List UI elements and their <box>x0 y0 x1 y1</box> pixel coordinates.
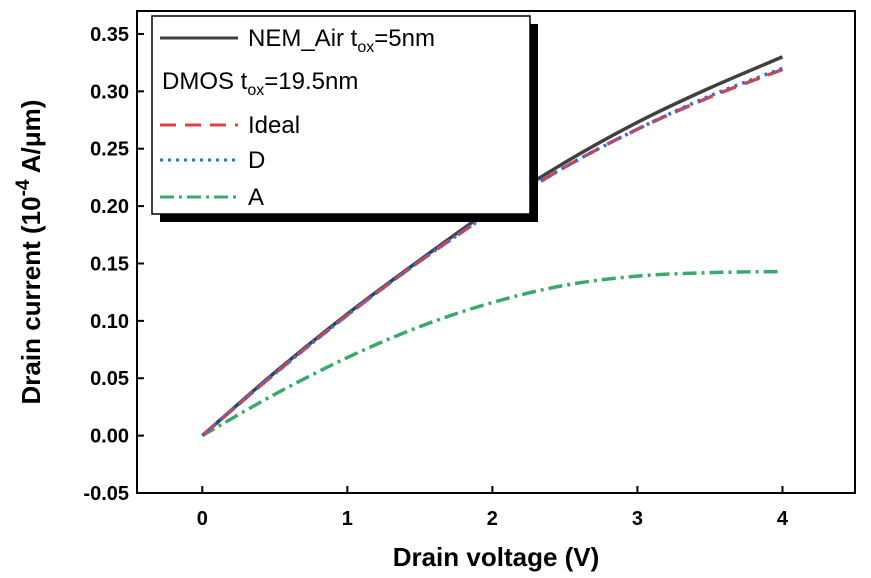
x-tick-label: 2 <box>487 508 498 530</box>
series-line-ideal <box>201 67 784 437</box>
legend-group-title-sub: ox <box>247 82 264 99</box>
y-tick-label: -0.05 <box>83 483 129 505</box>
legend-label-nem-air: NEM_Air tox=5nm <box>248 25 435 56</box>
legend-box <box>151 15 531 215</box>
legend-group-title-base: DMOS t <box>162 68 248 95</box>
legend: NEM_Air tox=5nm DMOS tox=19.5nm Ideal D … <box>151 15 538 222</box>
y-tick-label: 0.00 <box>90 426 129 448</box>
legend-entry-ideal: Ideal <box>160 112 300 139</box>
legend-entry-a: A <box>160 184 264 211</box>
legend-entry-d: D <box>160 147 265 174</box>
plot-frame <box>136 10 856 494</box>
series-line-d <box>201 66 784 437</box>
series-line-a <box>201 269 783 438</box>
legend-label-a: A <box>248 184 264 211</box>
legend-label-nem-air-rest: =5nm <box>374 25 435 52</box>
legend-entry-nem-air: NEM_Air tox=5nm <box>160 25 435 56</box>
legend-group-title-rest: =19.5nm <box>264 68 358 95</box>
y-tick-label: 0.20 <box>90 196 129 218</box>
legend-label-d: D <box>248 147 265 174</box>
legend-label-nem-air-sub: ox <box>357 39 374 56</box>
x-tick-label: 1 <box>342 508 353 530</box>
x-tick-label: 4 <box>777 508 789 530</box>
y-tick-label: 0.15 <box>90 253 129 275</box>
y-tick-label: 0.30 <box>90 81 129 103</box>
x-axis-title: Drain voltage (V) <box>393 542 600 572</box>
y-axis-title-suffix: A/μm) <box>16 100 46 180</box>
y-tick-label: 0.05 <box>90 368 129 390</box>
legend-label-nem-air-base: NEM_Air t <box>248 25 358 52</box>
legend-label-ideal: Ideal <box>248 112 300 139</box>
y-axis-ticks: -0.05 0.00 0.05 0.10 0.15 0.20 0.25 0.30 0.35 <box>83 24 144 505</box>
y-tick-label: 0.10 <box>90 311 129 333</box>
y-axis-title-prefix: Drain current (10 <box>16 196 46 404</box>
y-axis-title: Drain current (10-4 A/μm) <box>13 100 46 405</box>
y-tick-label: 0.35 <box>90 24 129 46</box>
y-tick-label: 0.25 <box>90 139 129 161</box>
x-tick-label: 0 <box>197 508 208 530</box>
legend-group-title: DMOS tox=19.5nm <box>162 68 358 99</box>
y-axis-title-exponent: -4 <box>13 179 34 196</box>
x-axis-ticks: 0 1 2 3 4 <box>197 486 789 530</box>
x-tick-label: 3 <box>632 508 643 530</box>
